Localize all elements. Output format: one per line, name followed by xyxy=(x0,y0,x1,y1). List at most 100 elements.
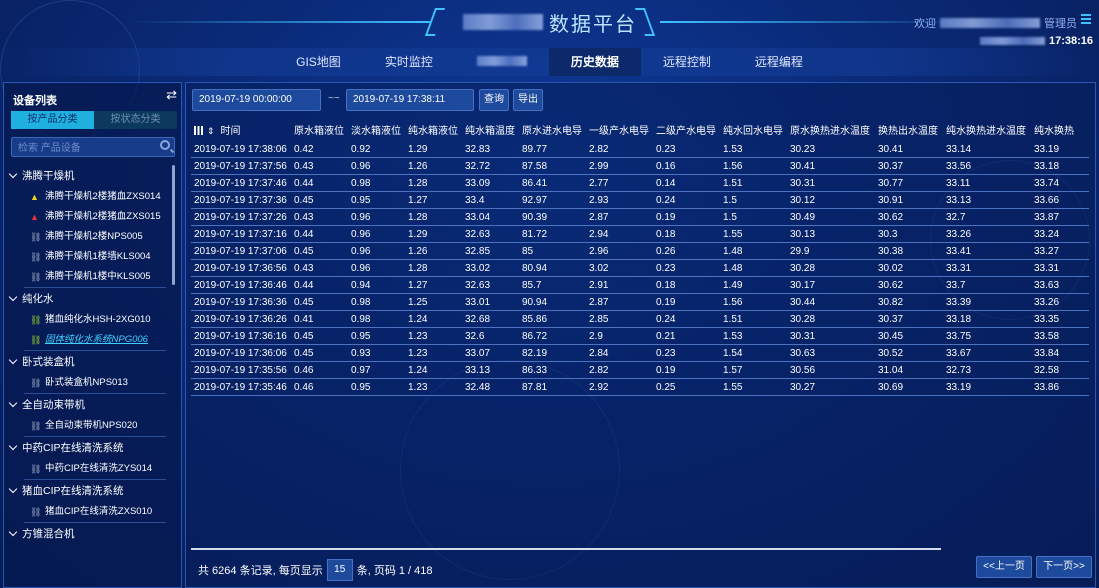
table-row[interactable]: 2019-07-19 17:37:36 0.45 0.95 1.27 33.4 92.97… xyxy=(191,192,1089,209)
menu-icon[interactable] xyxy=(1081,14,1091,25)
table-cell: 0.42 xyxy=(294,144,314,155)
device-item[interactable]: ⛓ 固体纯化水系统NPG006 xyxy=(30,330,166,350)
device-item[interactable]: ▲ 沸腾干燥机2楼猪血ZXS015 xyxy=(30,207,166,227)
table-header: ⇕ 时间 原水箱液位 淡水箱液位 纯水箱液位 纯水箱温度 原水进水电导 一级产水电导 二级产水电… xyxy=(191,123,1089,141)
tab-by-status[interactable]: 按状态分类 xyxy=(94,111,177,129)
start-datetime-input[interactable]: 2019-07-19 00:00:00 xyxy=(192,89,321,111)
column-header[interactable]: 一级产水电导 xyxy=(589,123,656,141)
table-cell: 33.63 xyxy=(1034,280,1060,291)
table-cell: 30.82 xyxy=(878,297,904,308)
column-header[interactable]: 淡水箱液位 xyxy=(351,123,408,141)
horizontal-scrollbar[interactable] xyxy=(191,548,941,550)
group-header[interactable]: 沸腾干燥机 xyxy=(8,165,166,187)
nav-history-data[interactable]: 历史数据 xyxy=(548,48,641,76)
columns-icon[interactable] xyxy=(194,126,203,135)
table-cell: 2019-07-19 17:35:56 xyxy=(194,365,287,376)
tab-by-product[interactable]: 按产品分类 xyxy=(11,111,94,129)
device-item[interactable]: ⛓ 中药CIP在线清洗ZYS014 xyxy=(30,459,166,479)
table-row[interactable]: 2019-07-19 17:37:26 0.43 0.96 1.28 33.04 90.3… xyxy=(191,209,1089,226)
column-header[interactable]: ⇕ 时间 xyxy=(191,123,294,141)
nav-remote-control[interactable]: 远程控制 xyxy=(662,55,711,69)
table-row[interactable]: 2019-07-19 17:35:46 0.46 0.95 1.23 32.48 87.8… xyxy=(191,379,1089,396)
device-label: 中药CIP在线清洗ZYS014 xyxy=(45,463,153,474)
history-data-panel: 2019-07-19 00:00:00 ~~ 2019-07-19 17:38:… xyxy=(185,82,1096,588)
table-cell: 1.25 xyxy=(408,297,428,308)
nav-realtime-monitor[interactable]: 实时监控 xyxy=(384,55,433,69)
group-header[interactable]: 卧式装盒机 xyxy=(8,351,166,373)
group-header[interactable]: 纯化水 xyxy=(8,288,166,310)
device-item[interactable]: ⛓ 沸腾干燥机2楼NPS005 xyxy=(30,227,166,247)
table-cell: 32.6 xyxy=(465,331,485,342)
table-row[interactable]: 2019-07-19 17:38:06 0.42 0.92 1.29 32.83 89.7… xyxy=(191,141,1089,158)
device-label: 猪血CIP在线清洗ZXS010 xyxy=(45,506,153,517)
table-cell: 33.31 xyxy=(1034,263,1060,274)
device-item[interactable]: ⛓ 沸腾干燥机1楼中KLS005 xyxy=(30,267,166,287)
table-cell: 0.18 xyxy=(656,280,676,291)
column-header[interactable]: 原水进水电导 xyxy=(522,123,589,141)
table-cell: 33.41 xyxy=(946,246,972,257)
table-row[interactable]: 2019-07-19 17:37:56 0.43 0.96 1.26 32.72 87.5… xyxy=(191,158,1089,175)
table-cell: 0.19 xyxy=(656,297,676,308)
device-item[interactable]: ⛓ 全自动束带机NPS020 xyxy=(30,416,166,436)
group-header[interactable]: 猪血CIP在线清洗系统 xyxy=(8,480,166,502)
table-row[interactable]: 2019-07-19 17:37:16 0.44 0.96 1.29 32.63 81.7… xyxy=(191,226,1089,243)
column-header[interactable]: 原水换热进水温度 xyxy=(790,123,878,141)
table-cell: 2019-07-19 17:36:16 xyxy=(194,331,287,342)
nav-gis-map[interactable]: GIS地图 xyxy=(296,55,341,69)
table-cell: 2019-07-19 17:36:06 xyxy=(194,348,287,359)
column-header[interactable]: 原水箱液位 xyxy=(294,123,351,141)
search-input[interactable] xyxy=(12,139,152,158)
table-row[interactable]: 2019-07-19 17:37:06 0.45 0.96 1.26 32.85 85 2.… xyxy=(191,243,1089,260)
group-header[interactable]: 中药CIP在线清洗系统 xyxy=(8,437,166,459)
table-cell: 1.28 xyxy=(408,212,428,223)
table-cell: 0.45 xyxy=(294,246,314,257)
table-cell: 30.31 xyxy=(790,178,816,189)
table-cell: 0.46 xyxy=(294,365,314,376)
table-row[interactable]: 2019-07-19 17:36:56 0.43 0.96 1.28 33.02 80.9… xyxy=(191,260,1089,277)
table-row[interactable]: 2019-07-19 17:36:46 0.44 0.94 1.27 32.63 85.7… xyxy=(191,277,1089,294)
group-header[interactable]: 方锥混合机 xyxy=(8,523,166,545)
prev-page-button[interactable]: <<上一页 xyxy=(976,556,1032,578)
device-item[interactable]: ⛓ 猪血纯化水HSH-2XG010 xyxy=(30,310,166,330)
nav-redacted[interactable] xyxy=(455,48,549,76)
swap-icon[interactable]: ⇄ xyxy=(166,87,177,102)
table-row[interactable]: 2019-07-19 17:35:56 0.46 0.97 1.24 33.13 86.3… xyxy=(191,362,1089,379)
table-cell: 33.27 xyxy=(1034,246,1060,257)
sort-icon[interactable]: ⇕ xyxy=(207,126,215,136)
column-header[interactable]: 换热出水温度 xyxy=(878,123,946,141)
table-row[interactable]: 2019-07-19 17:36:06 0.45 0.93 1.23 33.07 82.1… xyxy=(191,345,1089,362)
table-row[interactable]: 2019-07-19 17:36:26 0.41 0.98 1.24 32.68 85.8… xyxy=(191,311,1089,328)
table-row[interactable]: 2019-07-19 17:36:16 0.45 0.95 1.23 32.6 86.72… xyxy=(191,328,1089,345)
table-cell: 33.19 xyxy=(946,382,972,393)
column-header[interactable]: 纯水回水电导 xyxy=(723,123,790,141)
table-cell: 32.68 xyxy=(465,314,491,325)
table-row[interactable]: 2019-07-19 17:36:36 0.45 0.98 1.25 33.01 90.9… xyxy=(191,294,1089,311)
scrollbar[interactable] xyxy=(172,165,175,285)
device-item[interactable]: ▲ 沸腾干燥机2楼猪血ZXS014 xyxy=(30,187,166,207)
table-cell: 33.58 xyxy=(1034,331,1060,342)
title-decoration xyxy=(130,21,430,23)
column-label: 纯水箱液位 xyxy=(408,126,458,137)
query-button[interactable]: 查询 xyxy=(479,89,509,111)
device-label: 全自动束带机NPS020 xyxy=(45,420,138,431)
end-datetime-input[interactable]: 2019-07-19 17:38:11 xyxy=(346,89,474,111)
column-header[interactable]: 纯水箱温度 xyxy=(465,123,522,141)
column-header[interactable]: 纯水箱液位 xyxy=(408,123,465,141)
search-icon[interactable] xyxy=(160,140,170,150)
nav-remote-programming[interactable]: 远程编程 xyxy=(754,55,803,69)
group-header[interactable]: 全自动束带机 xyxy=(8,394,166,416)
device-item[interactable]: ⛓ 卧式装盒机NPS013 xyxy=(30,373,166,393)
device-item[interactable]: ⛓ 猪血CIP在线清洗ZXS010 xyxy=(30,502,166,522)
table-cell: 2019-07-19 17:36:56 xyxy=(194,263,287,274)
column-header[interactable]: 纯水换热 xyxy=(1034,123,1084,141)
page-size-input[interactable]: 15 xyxy=(326,559,353,581)
export-button[interactable]: 导出 xyxy=(513,89,543,111)
column-header[interactable]: 纯水换热进水温度 xyxy=(946,123,1034,141)
table-row[interactable]: 2019-07-19 17:37:46 0.44 0.98 1.28 33.09 86.4… xyxy=(191,175,1089,192)
table-cell: 1.27 xyxy=(408,280,428,291)
column-header[interactable]: 二级产水电导 xyxy=(656,123,723,141)
table-cell: 2019-07-19 17:37:36 xyxy=(194,195,287,206)
next-page-button[interactable]: 下一页>> xyxy=(1036,556,1092,578)
device-item[interactable]: ⛓ 沸腾干燥机1楼墙KLS004 xyxy=(30,247,166,267)
device-label: 沸腾干燥机2楼NPS005 xyxy=(45,231,143,242)
